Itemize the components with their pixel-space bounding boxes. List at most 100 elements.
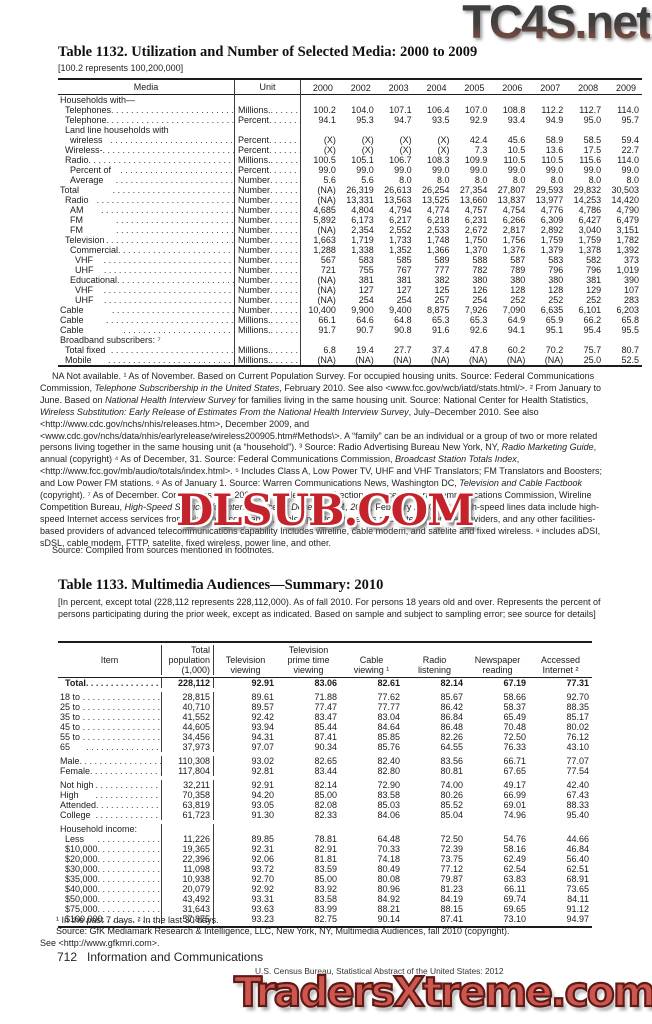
value-cell: 93.72 bbox=[251, 864, 274, 874]
dot-leader bbox=[97, 195, 234, 205]
year-header: 2002 bbox=[350, 82, 371, 93]
unit-cell: Millions. bbox=[235, 345, 301, 355]
value-cell: 1,352 bbox=[389, 245, 412, 255]
table-1133-note: [In percent, except total (228,112 repre… bbox=[58, 597, 601, 619]
value-cell: 1,338 bbox=[351, 245, 374, 255]
unit-label: Millions. bbox=[238, 105, 271, 115]
row-label-cell: Cable television systems ⁶ bbox=[58, 305, 235, 315]
value-cell: (NA) bbox=[317, 185, 336, 195]
value-cell: 99.0 bbox=[394, 165, 412, 175]
value-cell: 99.0 bbox=[583, 165, 602, 175]
table-row: Broadband subscribers: ⁷ bbox=[58, 335, 642, 345]
value-cell: 8.0 bbox=[550, 175, 564, 185]
value-cell: 83.56 bbox=[440, 756, 463, 766]
row-label-cell: High school graduate bbox=[58, 790, 162, 800]
value-cell: 80.7 bbox=[621, 345, 639, 355]
value-cell: 94.20 bbox=[251, 790, 274, 800]
value-cell: 380 bbox=[472, 275, 488, 285]
table-row: wireless telephone ² Percent (X) (X) (X) (X) 4… bbox=[58, 135, 642, 145]
value-cell: 4,804 bbox=[351, 205, 374, 215]
value-cell: 66.71 bbox=[503, 756, 526, 766]
value-cell: 82.40 bbox=[377, 756, 400, 766]
value-cell: 49.17 bbox=[503, 780, 526, 790]
row-label: Telephone service ¹ bbox=[65, 115, 107, 125]
table-row: $40,000 to $49,999 20,079 92.92 83.92 80.96 8… bbox=[58, 884, 592, 894]
table-row: Radio stations Number (NA) 13,331 13,563 13,5… bbox=[58, 195, 642, 205]
row-label-cell: Telephones ¹ bbox=[58, 105, 235, 115]
value-cell: 66.99 bbox=[503, 790, 526, 800]
value-cell: 60.2 bbox=[507, 345, 526, 355]
value-cell: 252 bbox=[510, 295, 526, 305]
dot-leader bbox=[98, 874, 161, 884]
value-cell: 796 bbox=[548, 265, 564, 275]
population-cell: 228,112 bbox=[162, 678, 214, 688]
dot-leader bbox=[270, 305, 300, 315]
value-cell: 95.1 bbox=[545, 325, 564, 335]
table-row: UHF TV band Number (NA) 254 254 257 254 252 252 2… bbox=[58, 295, 642, 305]
footnote-run: for families living in the same housing … bbox=[235, 394, 589, 405]
dot-leader bbox=[98, 864, 161, 874]
value-cell: 46.84 bbox=[566, 844, 589, 854]
row-label: Attended college bbox=[60, 800, 97, 810]
value-cell: 58.37 bbox=[503, 702, 526, 712]
value-cell: 1,782 bbox=[616, 235, 639, 245]
value-cell: 69.74 bbox=[503, 894, 526, 904]
value-cell: 29,593 bbox=[535, 185, 564, 195]
value-cell: 777 bbox=[434, 265, 450, 275]
value-cell: 1,376 bbox=[502, 245, 526, 255]
value-cell: 588 bbox=[472, 255, 488, 265]
row-label-cell: $30,000 to $34,999 bbox=[58, 864, 162, 874]
value-cell: (NA) bbox=[317, 355, 336, 365]
dot-leader bbox=[271, 325, 300, 335]
table-1132-title: Table 1132. Utilization and Number of Se… bbox=[58, 44, 478, 60]
value-cell: 99.0 bbox=[318, 165, 336, 175]
row-label-cell: $75,000 to $99,999 bbox=[58, 904, 162, 914]
value-cell: 254 bbox=[472, 295, 488, 305]
table-1133-source: Source: GfK Mediamark Research & Intelli… bbox=[56, 926, 510, 936]
value-cell: 84.06 bbox=[377, 810, 400, 820]
row-label: Wireless-only ² bbox=[65, 145, 103, 155]
dot-leader bbox=[271, 345, 300, 355]
unit-label: Number bbox=[238, 215, 271, 225]
dot-leader bbox=[83, 712, 161, 722]
value-cell: 72.50 bbox=[503, 732, 526, 742]
value-cell: 69.01 bbox=[503, 800, 526, 810]
value-cell: 2,817 bbox=[502, 225, 526, 235]
year-header: 2005 bbox=[464, 82, 485, 93]
value-cell: 95.7 bbox=[621, 115, 639, 125]
footnote-run: , July–December 2010. See also <http://w… bbox=[40, 406, 598, 453]
value-cell: 6.8 bbox=[323, 345, 336, 355]
dot-leader bbox=[98, 834, 161, 844]
unit-label: Millions. bbox=[238, 325, 271, 335]
table-row: Cable subscribers Millions. 66.1 64.6 64.8 65… bbox=[58, 315, 642, 325]
population-cell: 10,938 bbox=[162, 874, 214, 884]
dot-leader bbox=[86, 742, 161, 752]
value-cell: 70.2 bbox=[545, 345, 564, 355]
value-cell: 10.5 bbox=[507, 145, 526, 155]
dot-leader bbox=[110, 135, 234, 145]
value-cell: 82.80 bbox=[377, 766, 400, 776]
value-cell: 77.54 bbox=[566, 766, 589, 776]
table-row: AM stations Number 4,685 4,804 4,794 4,774 4,7… bbox=[58, 205, 642, 215]
value-cell: 8.0 bbox=[399, 175, 412, 185]
value-cell: 71.88 bbox=[314, 692, 337, 702]
value-cell: 80.02 bbox=[566, 722, 589, 732]
value-cell: (X) bbox=[399, 135, 412, 145]
value-cell: 81.81 bbox=[314, 854, 337, 864]
unit-label: Number bbox=[238, 255, 271, 265]
unit-label: Millions. bbox=[238, 355, 271, 365]
value-cell: 89.85 bbox=[251, 834, 274, 844]
year-header: 2003 bbox=[388, 82, 409, 93]
unit-label: Percent bbox=[238, 135, 270, 145]
unit-label: Number bbox=[238, 245, 271, 255]
value-cell: 6,266 bbox=[502, 215, 526, 225]
value-cell: 8.0 bbox=[588, 175, 602, 185]
table-row: Radio ³ Millions. 100.5 105.1 106.7 108.3 109.… bbox=[58, 155, 642, 165]
page-number: 712 bbox=[57, 950, 78, 964]
value-cell: 755 bbox=[358, 265, 374, 275]
value-cell: 65.9 bbox=[545, 315, 564, 325]
table-row: Telephones ¹ Millions. 100.2 104.0 107.1 106.… bbox=[58, 105, 642, 115]
value-cell: 97.07 bbox=[251, 742, 274, 752]
value-cell: 4,685 bbox=[313, 205, 336, 215]
value-cell: 27,354 bbox=[459, 185, 488, 195]
